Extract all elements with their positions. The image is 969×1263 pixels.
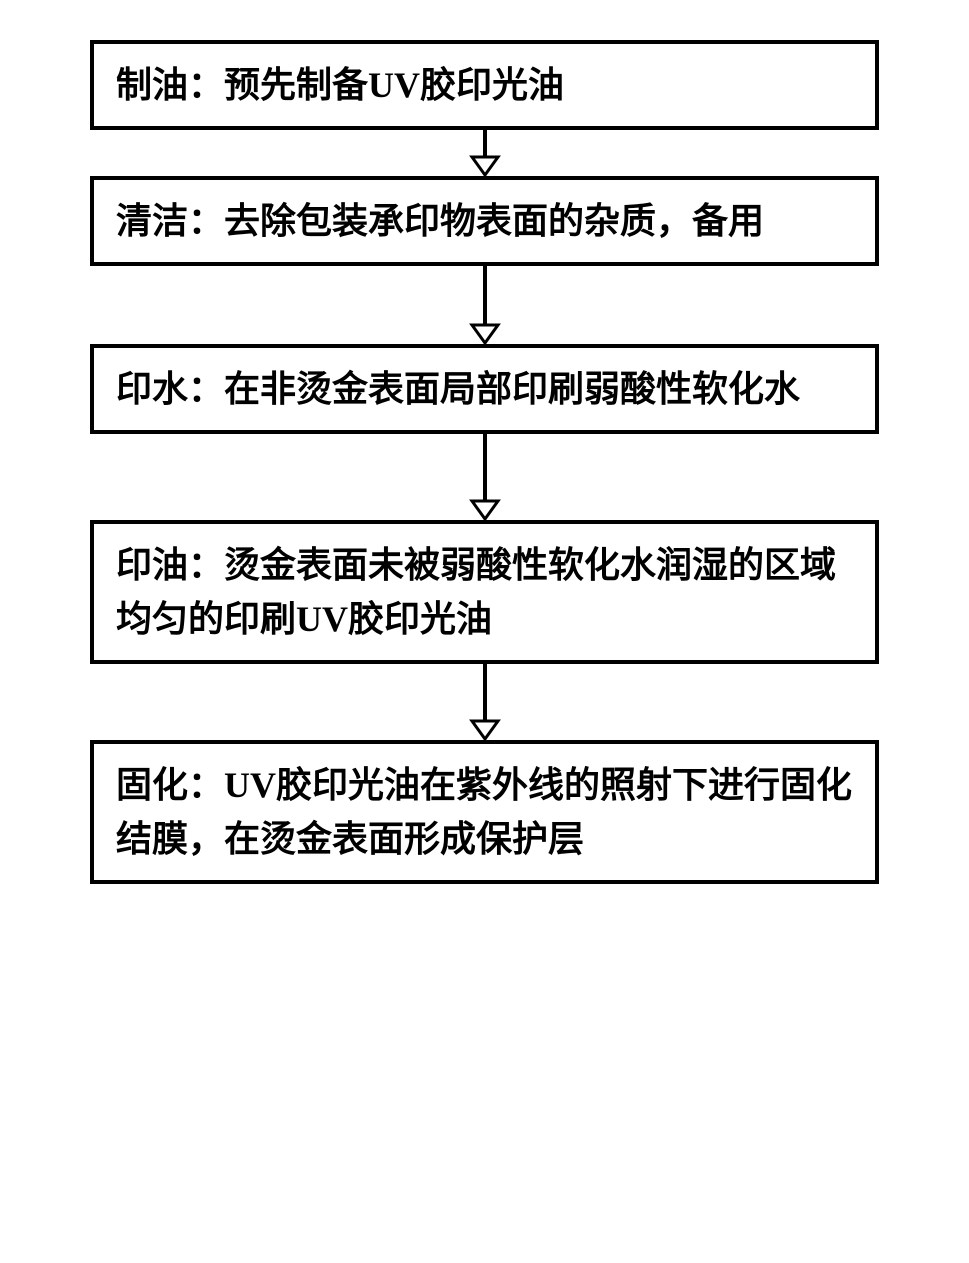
step-text-1: 制油：预先制备UV胶印光油 (116, 65, 564, 105)
step-box-2: 清洁：去除包装承印物表面的杂质，备用 (90, 176, 879, 266)
step-box-4: 印油：烫金表面未被弱酸性软化水润湿的区域均匀的印刷UV胶印光油 (90, 520, 879, 664)
arrow-3 (468, 434, 502, 520)
step-text-4: 印油：烫金表面未被弱酸性软化水润湿的区域均匀的印刷UV胶印光油 (116, 545, 836, 639)
step-box-3: 印水：在非烫金表面局部印刷弱酸性软化水 (90, 344, 879, 434)
step-text-2: 清洁：去除包装承印物表面的杂质，备用 (116, 201, 764, 241)
flowchart-container: 制油：预先制备UV胶印光油 清洁：去除包装承印物表面的杂质，备用 印水：在非烫金… (90, 40, 879, 884)
arrow-2 (468, 266, 502, 344)
step-text-5: 固化：UV胶印光油在紫外线的照射下进行固化结膜，在烫金表面形成保护层 (116, 765, 852, 859)
step-box-5: 固化：UV胶印光油在紫外线的照射下进行固化结膜，在烫金表面形成保护层 (90, 740, 879, 884)
arrow-4 (468, 664, 502, 740)
step-text-3: 印水：在非烫金表面局部印刷弱酸性软化水 (116, 369, 800, 409)
step-box-1: 制油：预先制备UV胶印光油 (90, 40, 879, 130)
arrow-1 (468, 130, 502, 176)
